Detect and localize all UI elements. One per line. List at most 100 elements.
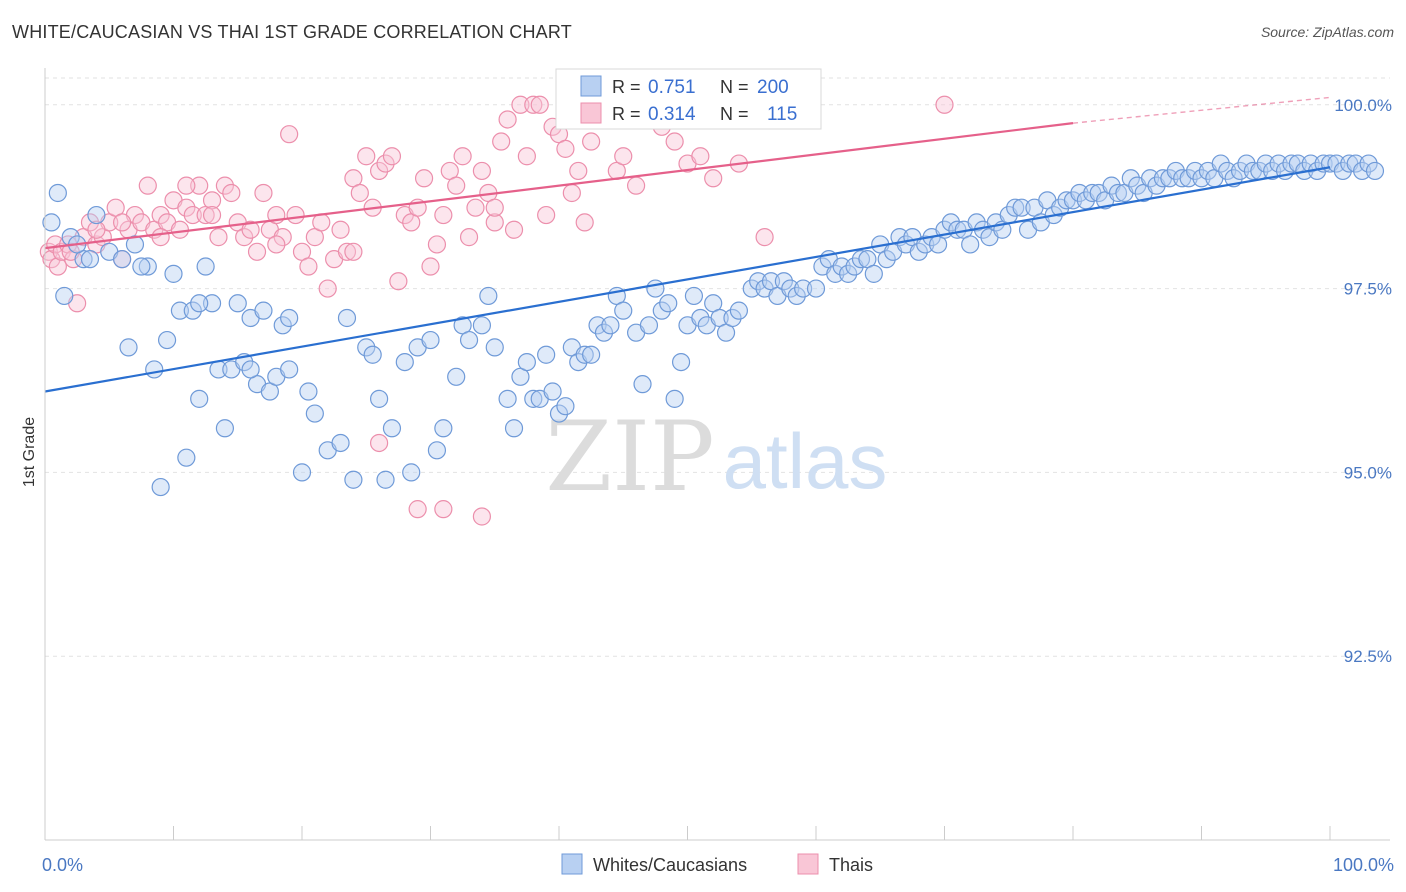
thai-point bbox=[190, 176, 209, 195]
thai-point bbox=[331, 220, 350, 239]
legend-swatch-whites bbox=[561, 853, 583, 875]
white-point bbox=[434, 419, 453, 438]
thai-point bbox=[46, 235, 65, 254]
thai-point bbox=[280, 125, 299, 144]
white-point bbox=[614, 301, 633, 320]
white-point bbox=[42, 213, 61, 232]
thai-point bbox=[704, 169, 723, 188]
white-point bbox=[421, 330, 440, 350]
thai-point bbox=[453, 147, 472, 166]
white-point bbox=[402, 463, 421, 482]
white-point bbox=[1108, 183, 1128, 203]
y-tick-labels: 92.5% 95.0% 97.5% 100.0% bbox=[1334, 96, 1392, 666]
white-point bbox=[639, 316, 659, 335]
thai-point bbox=[511, 95, 530, 114]
thai-point bbox=[151, 205, 170, 225]
thai-point bbox=[209, 228, 228, 247]
white-point bbox=[652, 301, 671, 320]
white-point bbox=[1063, 191, 1083, 210]
white-point bbox=[1121, 169, 1140, 188]
white-point bbox=[337, 308, 357, 328]
thai-point bbox=[614, 147, 633, 166]
stats-r-value-pink: 0.314 bbox=[648, 104, 696, 125]
thai-point bbox=[755, 228, 774, 247]
legend-swatch-thais bbox=[797, 853, 819, 875]
thai-point bbox=[312, 213, 331, 232]
thai-point bbox=[626, 176, 646, 195]
stats-legend: R = 0.751 N = 200 R = 0.314 N = 115 bbox=[555, 68, 822, 130]
thai-point bbox=[569, 161, 588, 181]
white-point bbox=[1140, 169, 1160, 188]
thai-point bbox=[691, 147, 710, 166]
y-tick-label: 92.5% bbox=[1344, 647, 1392, 666]
white-point bbox=[254, 301, 273, 320]
white-point bbox=[228, 294, 247, 313]
x-tick-label-min: 0.0% bbox=[42, 855, 83, 875]
white-point bbox=[781, 279, 800, 298]
thai-point bbox=[222, 183, 241, 203]
thai-point bbox=[575, 213, 594, 232]
white-point bbox=[839, 264, 858, 283]
white-point bbox=[1192, 169, 1211, 188]
thai-point bbox=[138, 176, 157, 195]
white-point bbox=[299, 382, 318, 401]
thai-point bbox=[485, 213, 504, 232]
white-point bbox=[125, 235, 145, 254]
stats-n-label-pink: N = bbox=[720, 104, 749, 124]
white-point bbox=[498, 389, 517, 408]
white-point bbox=[55, 286, 74, 306]
white-point bbox=[537, 345, 556, 364]
white-point bbox=[202, 294, 222, 313]
white-point bbox=[138, 257, 157, 276]
white-points bbox=[42, 154, 1385, 497]
chart-title: WHITE/CAUCASIAN VS THAI 1ST GRADE CORREL… bbox=[12, 22, 572, 42]
thai-point bbox=[202, 191, 222, 210]
white-point bbox=[851, 250, 871, 269]
white-point bbox=[280, 308, 299, 328]
thai-point bbox=[408, 500, 427, 519]
thai-point bbox=[247, 242, 267, 261]
white-point bbox=[659, 294, 678, 313]
thai-point bbox=[530, 95, 549, 114]
white-point bbox=[877, 250, 896, 269]
white-point bbox=[774, 272, 793, 291]
white-point bbox=[1256, 154, 1275, 173]
thai-point bbox=[299, 257, 318, 276]
y-tick-label: 100.0% bbox=[1334, 96, 1392, 115]
white-point bbox=[524, 389, 543, 408]
white-point bbox=[961, 235, 980, 254]
white-point bbox=[1070, 183, 1089, 203]
thai-point bbox=[414, 169, 434, 188]
white-point bbox=[787, 286, 806, 306]
white-point bbox=[1218, 161, 1237, 181]
white-point bbox=[177, 448, 196, 467]
x-tick-label-max: 100.0% bbox=[1333, 855, 1394, 875]
thai-point bbox=[267, 235, 286, 254]
thai-point bbox=[427, 235, 447, 254]
thai-point bbox=[665, 132, 684, 151]
white-point bbox=[1346, 154, 1365, 173]
white-point bbox=[292, 463, 312, 482]
white-point bbox=[729, 301, 749, 320]
white-point bbox=[80, 250, 100, 269]
thai-point bbox=[492, 132, 511, 151]
white-point bbox=[742, 279, 761, 298]
white-point bbox=[132, 257, 151, 276]
trend-line-whites bbox=[44, 166, 1331, 393]
thai-point bbox=[434, 500, 453, 519]
thai-point bbox=[472, 161, 491, 181]
thai-point bbox=[80, 213, 100, 232]
white-point bbox=[909, 242, 928, 261]
y-tick-label: 97.5% bbox=[1344, 280, 1392, 299]
white-point bbox=[556, 397, 575, 416]
thai-point bbox=[504, 220, 524, 239]
white-point bbox=[575, 345, 594, 364]
thai-point bbox=[254, 183, 273, 203]
thai-point bbox=[498, 110, 517, 129]
white-point bbox=[170, 301, 190, 320]
white-point bbox=[183, 301, 202, 320]
white-point bbox=[1263, 161, 1282, 181]
watermark-atlas: atlas bbox=[723, 417, 888, 505]
white-point bbox=[479, 286, 498, 306]
thai-point bbox=[215, 176, 234, 195]
